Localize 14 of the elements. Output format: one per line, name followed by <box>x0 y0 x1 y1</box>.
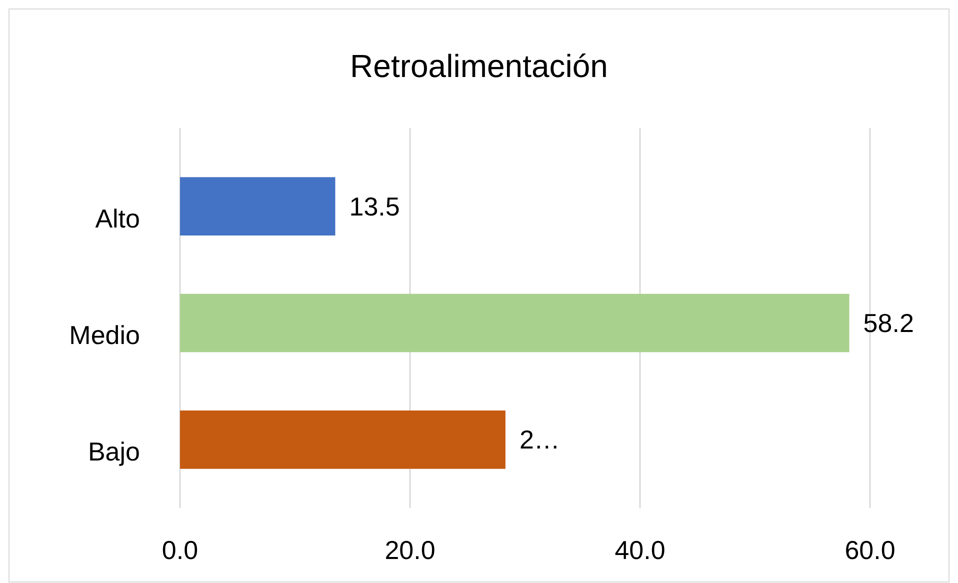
x-tick-label: 60.0 <box>844 535 896 565</box>
x-tick-label: 20.0 <box>384 535 436 565</box>
x-tick-label: 40.0 <box>614 535 666 565</box>
y-tick-label: Bajo <box>88 436 140 467</box>
y-tick-label: Alto <box>95 203 140 234</box>
bar <box>180 410 506 469</box>
bar <box>180 177 336 236</box>
chart-title: Retroalimentación <box>350 48 608 84</box>
data-label: 58.2 <box>863 308 914 338</box>
bar <box>180 294 850 352</box>
x-tick-label: 0.0 <box>162 535 198 565</box>
data-label: 2… <box>519 424 560 455</box>
y-tick-label: Medio <box>69 320 140 350</box>
data-label: 13.5 <box>349 191 400 222</box>
